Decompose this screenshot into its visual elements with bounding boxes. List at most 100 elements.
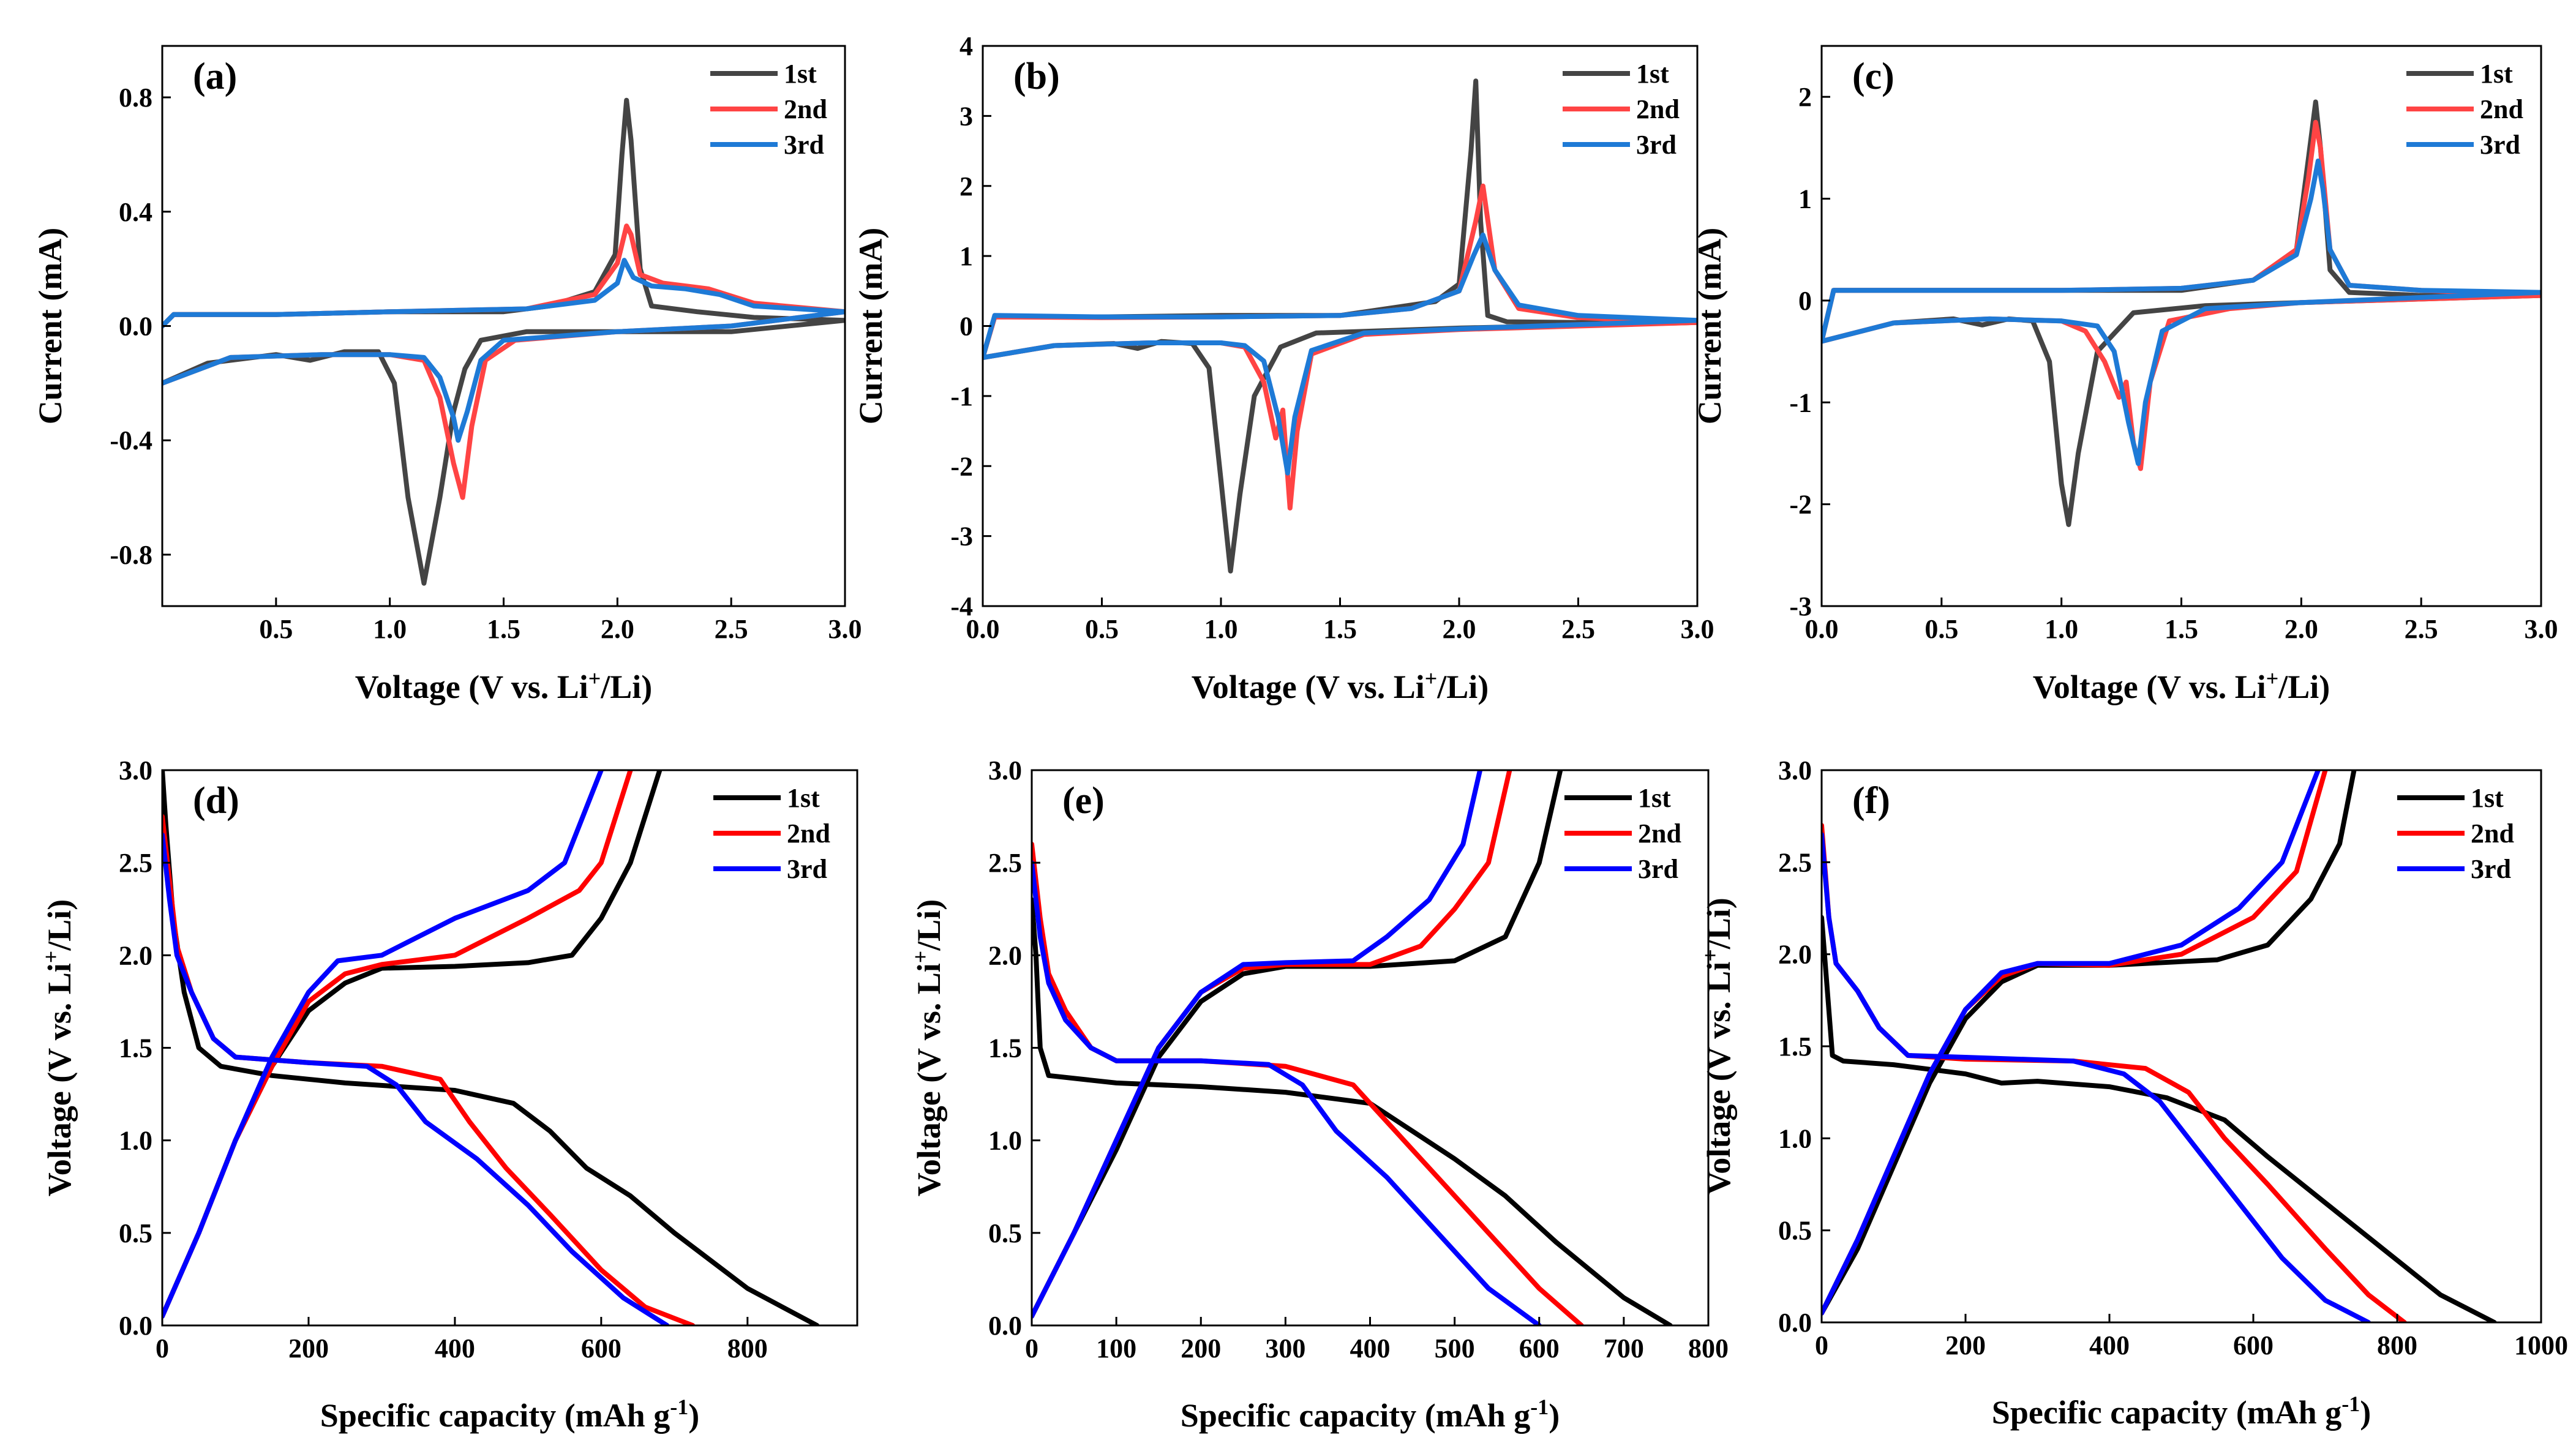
y-tick-label: -0.8 — [110, 540, 152, 570]
x-tick-label: 100 — [1096, 1333, 1136, 1363]
y-tick-label: 1 — [959, 241, 973, 271]
legend-label-2nd: 2nd — [784, 94, 827, 124]
series-line-3rd-discharge — [162, 832, 670, 1325]
x-tick-label: 200 — [288, 1333, 329, 1363]
y-tick-label: 2.5 — [988, 848, 1022, 878]
x-tick-label: 0 — [156, 1333, 169, 1363]
y-tick-label: 0.8 — [119, 83, 152, 113]
x-axis-title: Voltage (V vs. Li+/Li) — [355, 666, 653, 705]
y-tick-label: 3.0 — [988, 755, 1022, 785]
x-tick-label: 800 — [727, 1333, 768, 1363]
legend-label-3rd: 3rd — [1636, 130, 1677, 160]
x-axis-title: Specific capacity (mAh g-1) — [1992, 1392, 2371, 1431]
series-line-3rd-discharge — [1032, 860, 1542, 1325]
x-tick-label: 0.0 — [1805, 614, 1839, 644]
x-tick-label: 2.0 — [2285, 614, 2318, 644]
y-tick-label: 2 — [959, 171, 973, 201]
series-line-2nd — [983, 183, 1697, 511]
legend-label-3rd: 3rd — [784, 130, 824, 160]
y-axis-title: Voltage (V vs. Li+/Li) — [908, 899, 947, 1197]
series-line-3rd — [162, 258, 845, 443]
legend-label-3rd: 3rd — [2480, 130, 2520, 160]
y-tick-label: 0.5 — [988, 1218, 1022, 1248]
legend-label-1st: 1st — [2480, 59, 2513, 89]
y-tick-label: 1.5 — [1778, 1032, 1812, 1062]
legend-label-2nd: 2nd — [2480, 94, 2523, 124]
legend-label-2nd: 2nd — [1638, 819, 1681, 849]
y-axis-title: Current (mA) — [852, 228, 889, 424]
x-tick-label: 0.5 — [259, 614, 293, 644]
x-axis-title: Specific capacity (mAh g-1) — [1181, 1395, 1560, 1434]
series-line-3rd-discharge — [1822, 832, 2371, 1322]
legend-label-2nd: 2nd — [1636, 94, 1680, 124]
legend-label-3rd: 3rd — [1638, 854, 1678, 884]
legend-label-2nd: 2nd — [2471, 819, 2514, 849]
x-tick-label: 2.5 — [1561, 614, 1595, 644]
x-tick-label: 3.0 — [1681, 614, 1714, 644]
y-tick-label: -2 — [1789, 490, 1812, 520]
x-tick-label: 1.5 — [487, 614, 520, 644]
y-tick-label: -1 — [1789, 388, 1812, 418]
x-tick-label: 800 — [1688, 1333, 1729, 1363]
legend-label-1st: 1st — [1638, 783, 1671, 813]
series-line-1st-charge — [1822, 770, 2357, 1316]
x-axis-title: Specific capacity (mAh g-1) — [320, 1395, 699, 1434]
panel-label: (f) — [1852, 780, 1890, 822]
x-tick-label: 600 — [2233, 1330, 2274, 1360]
x-tick-label: 1.5 — [1323, 614, 1357, 644]
series-line-3rd-charge — [162, 770, 604, 1319]
x-tick-label: 400 — [2089, 1330, 2130, 1360]
series-line-1st — [1822, 99, 2541, 527]
plot-frame — [1031, 769, 1710, 1327]
series-line-1st-discharge — [1822, 915, 2497, 1322]
legend-label-1st: 1st — [784, 59, 817, 89]
y-tick-label: 1.5 — [119, 1033, 152, 1063]
plot-frame — [1820, 769, 2542, 1324]
y-axis-title: Voltage (V vs. Li+/Li) — [39, 899, 78, 1197]
x-tick-label: 0.5 — [1085, 614, 1119, 644]
series-line-1st-charge — [162, 770, 663, 1319]
x-tick-label: 800 — [2377, 1330, 2417, 1360]
y-axis-title: Voltage (V vs. Li+/Li) — [1698, 898, 1737, 1195]
y-tick-label: 1.0 — [119, 1126, 152, 1156]
x-axis-title: Voltage (V vs. Li+/Li) — [2033, 666, 2330, 705]
y-tick-label: -4 — [950, 591, 973, 621]
legend-label-2nd: 2nd — [787, 819, 830, 849]
y-tick-label: 0 — [1798, 286, 1812, 316]
y-tick-label: 0.5 — [119, 1218, 152, 1248]
y-tick-label: 2.0 — [1778, 940, 1812, 970]
y-tick-label: 3.0 — [1778, 755, 1812, 785]
panel-b: 0.0 0.5 1.0 1.5 2.0 2.5 3.0 -4 -3 -2 -1 0 1 2 3 4 (b) 1st… — [852, 31, 1714, 705]
y-tick-label: 2 — [1798, 82, 1812, 112]
y-tick-label: 2.0 — [119, 940, 152, 970]
y-tick-label: -1 — [950, 381, 973, 411]
y-tick-label: 0 — [959, 312, 973, 342]
y-tick-label: 0.5 — [1778, 1216, 1812, 1246]
y-tick-label: 1.5 — [988, 1033, 1022, 1063]
legend-label-3rd: 3rd — [2471, 854, 2511, 884]
panel-label: (e) — [1062, 780, 1105, 822]
y-axis-title: Current (mA) — [32, 228, 69, 424]
x-tick-label: 300 — [1265, 1333, 1305, 1363]
x-tick-label: 1000 — [2514, 1330, 2568, 1360]
panel-label: (c) — [1852, 56, 1894, 97]
panel-f: 0 200 400 600 800 1000 0.0 0.5 1.0 1.5 2.0 2.5 3.0 (f… — [1698, 755, 2568, 1431]
series-line-2nd-charge — [1822, 770, 2328, 1316]
x-tick-label: 2.0 — [1443, 614, 1476, 644]
x-tick-label: 3.0 — [2525, 614, 2558, 644]
series-line-3rd-charge — [1822, 770, 2321, 1316]
y-tick-label: -2 — [950, 451, 973, 481]
x-tick-label: 2.5 — [715, 614, 748, 644]
panel-c: 0.0 0.5 1.0 1.5 2.0 2.5 3.0 -3 -2 -1 0 1 2 (c) 1st 2nd 3… — [1691, 45, 2558, 705]
series-line-2nd-discharge — [1822, 823, 2407, 1322]
y-tick-label: 1.0 — [1778, 1123, 1812, 1153]
y-axis-title: Current (mA) — [1691, 228, 1728, 424]
x-tick-label: 700 — [1604, 1333, 1644, 1363]
series-line-1st-charge — [1032, 770, 1563, 1319]
panel-label: (d) — [193, 780, 239, 822]
series-line-2nd-charge — [162, 770, 633, 1319]
x-tick-label: 600 — [1519, 1333, 1560, 1363]
x-tick-label: 200 — [1945, 1330, 1986, 1360]
x-tick-label: 0.5 — [1924, 614, 1958, 644]
